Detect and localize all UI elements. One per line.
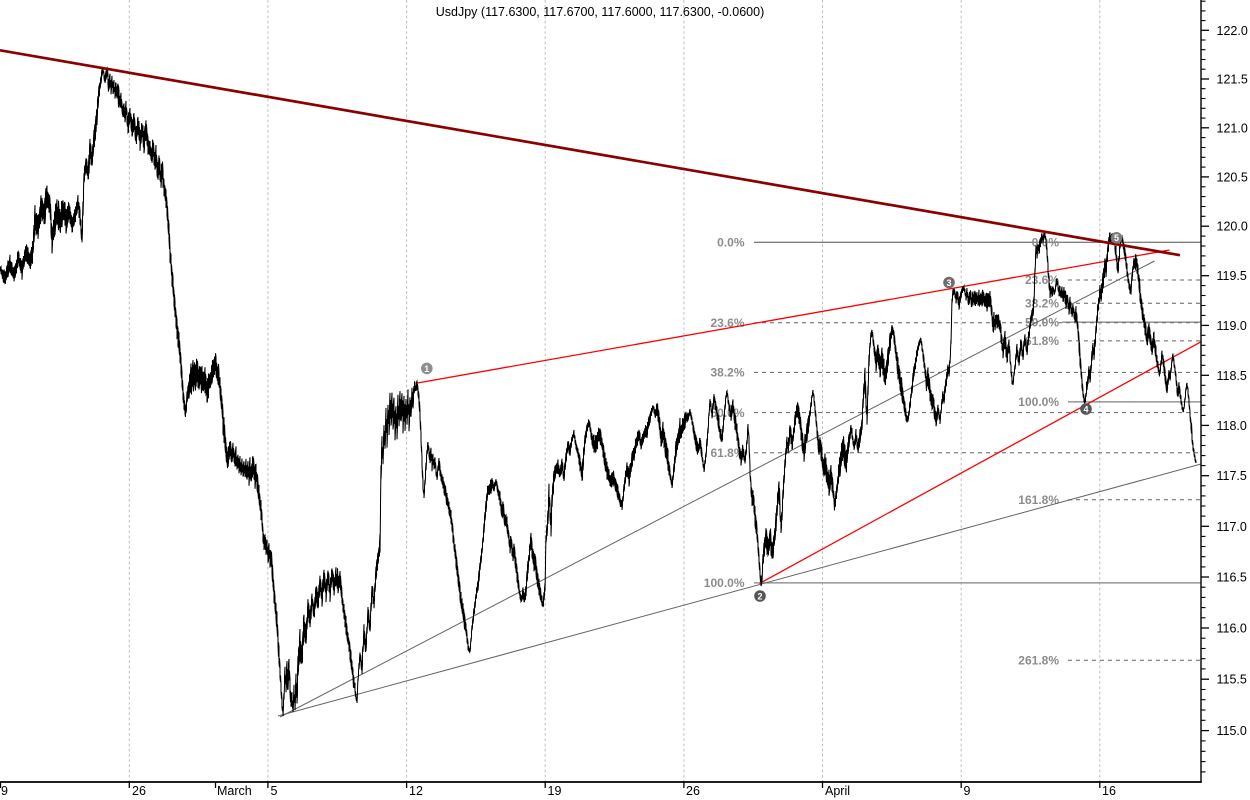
svg-text:116.0: 116.0 bbox=[1217, 622, 1247, 636]
svg-text:50.0%: 50.0% bbox=[1025, 315, 1059, 329]
svg-text:9: 9 bbox=[1, 784, 8, 798]
svg-text:61.8%: 61.8% bbox=[1025, 334, 1059, 348]
svg-text:38.2%: 38.2% bbox=[1025, 297, 1059, 311]
svg-text:121.5: 121.5 bbox=[1217, 73, 1248, 87]
svg-text:117.5: 117.5 bbox=[1217, 469, 1247, 483]
svg-text:5: 5 bbox=[1114, 233, 1119, 243]
svg-text:120.5: 120.5 bbox=[1217, 170, 1248, 184]
svg-text:119.0: 119.0 bbox=[1217, 319, 1247, 333]
svg-text:9: 9 bbox=[964, 784, 971, 798]
svg-text:3: 3 bbox=[946, 278, 951, 288]
svg-text:1: 1 bbox=[424, 364, 429, 374]
svg-text:115.5: 115.5 bbox=[1217, 673, 1247, 687]
svg-text:119.5: 119.5 bbox=[1217, 269, 1247, 283]
svg-text:2: 2 bbox=[757, 591, 762, 601]
svg-text:61.8%: 61.8% bbox=[710, 446, 744, 460]
svg-text:19: 19 bbox=[548, 784, 562, 798]
svg-text:100.0%: 100.0% bbox=[704, 576, 745, 590]
svg-text:116.5: 116.5 bbox=[1217, 571, 1247, 585]
svg-text:23.6%: 23.6% bbox=[1025, 273, 1059, 287]
svg-text:261.8%: 261.8% bbox=[1018, 653, 1059, 667]
svg-text:120.0: 120.0 bbox=[1217, 220, 1248, 234]
svg-text:26: 26 bbox=[132, 784, 146, 798]
svg-text:38.2%: 38.2% bbox=[710, 366, 744, 380]
svg-text:161.8%: 161.8% bbox=[1018, 493, 1059, 507]
svg-text:100.0%: 100.0% bbox=[1018, 395, 1059, 409]
svg-text:UsdJpy (117.6300, 117.6700, 11: UsdJpy (117.6300, 117.6700, 117.6000, 11… bbox=[436, 5, 765, 19]
svg-text:April: April bbox=[825, 784, 850, 798]
svg-text:5: 5 bbox=[271, 784, 278, 798]
svg-text:121.0: 121.0 bbox=[1217, 121, 1248, 135]
svg-text:115.0: 115.0 bbox=[1217, 724, 1247, 738]
svg-text:16: 16 bbox=[1102, 784, 1116, 798]
svg-text:122.0: 122.0 bbox=[1217, 24, 1248, 38]
svg-text:118.5: 118.5 bbox=[1217, 369, 1247, 383]
svg-text:117.0: 117.0 bbox=[1217, 520, 1247, 534]
svg-text:March: March bbox=[217, 784, 252, 798]
svg-text:0.0%: 0.0% bbox=[717, 236, 745, 250]
svg-text:118.0: 118.0 bbox=[1217, 419, 1247, 433]
svg-text:4: 4 bbox=[1083, 404, 1088, 414]
svg-text:12: 12 bbox=[409, 784, 423, 798]
svg-text:26: 26 bbox=[686, 784, 700, 798]
